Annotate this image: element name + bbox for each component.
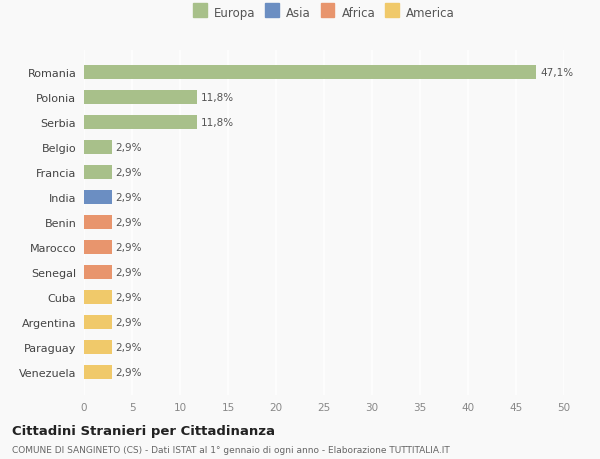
Text: 2,9%: 2,9% <box>116 143 142 153</box>
Text: 47,1%: 47,1% <box>540 68 573 78</box>
Legend: Europa, Asia, Africa, America: Europa, Asia, Africa, America <box>191 5 457 22</box>
Bar <box>84 266 112 280</box>
Bar <box>84 365 112 379</box>
Bar <box>84 116 197 130</box>
Text: 11,8%: 11,8% <box>201 118 234 128</box>
Bar <box>84 216 112 230</box>
Text: 2,9%: 2,9% <box>116 218 142 228</box>
Text: 11,8%: 11,8% <box>201 93 234 103</box>
Bar <box>84 91 197 105</box>
Text: 2,9%: 2,9% <box>116 367 142 377</box>
Bar <box>84 141 112 155</box>
Bar <box>84 341 112 354</box>
Text: 2,9%: 2,9% <box>116 242 142 252</box>
Bar <box>84 166 112 179</box>
Bar <box>84 315 112 329</box>
Text: 2,9%: 2,9% <box>116 292 142 302</box>
Text: Cittadini Stranieri per Cittadinanza: Cittadini Stranieri per Cittadinanza <box>12 424 275 437</box>
Bar <box>84 191 112 205</box>
Text: COMUNE DI SANGINETO (CS) - Dati ISTAT al 1° gennaio di ogni anno - Elaborazione : COMUNE DI SANGINETO (CS) - Dati ISTAT al… <box>12 445 450 454</box>
Text: 2,9%: 2,9% <box>116 317 142 327</box>
Bar <box>84 241 112 254</box>
Bar <box>84 66 536 80</box>
Text: 2,9%: 2,9% <box>116 268 142 278</box>
Text: 2,9%: 2,9% <box>116 193 142 203</box>
Text: 2,9%: 2,9% <box>116 342 142 353</box>
Text: 2,9%: 2,9% <box>116 168 142 178</box>
Bar <box>84 291 112 304</box>
